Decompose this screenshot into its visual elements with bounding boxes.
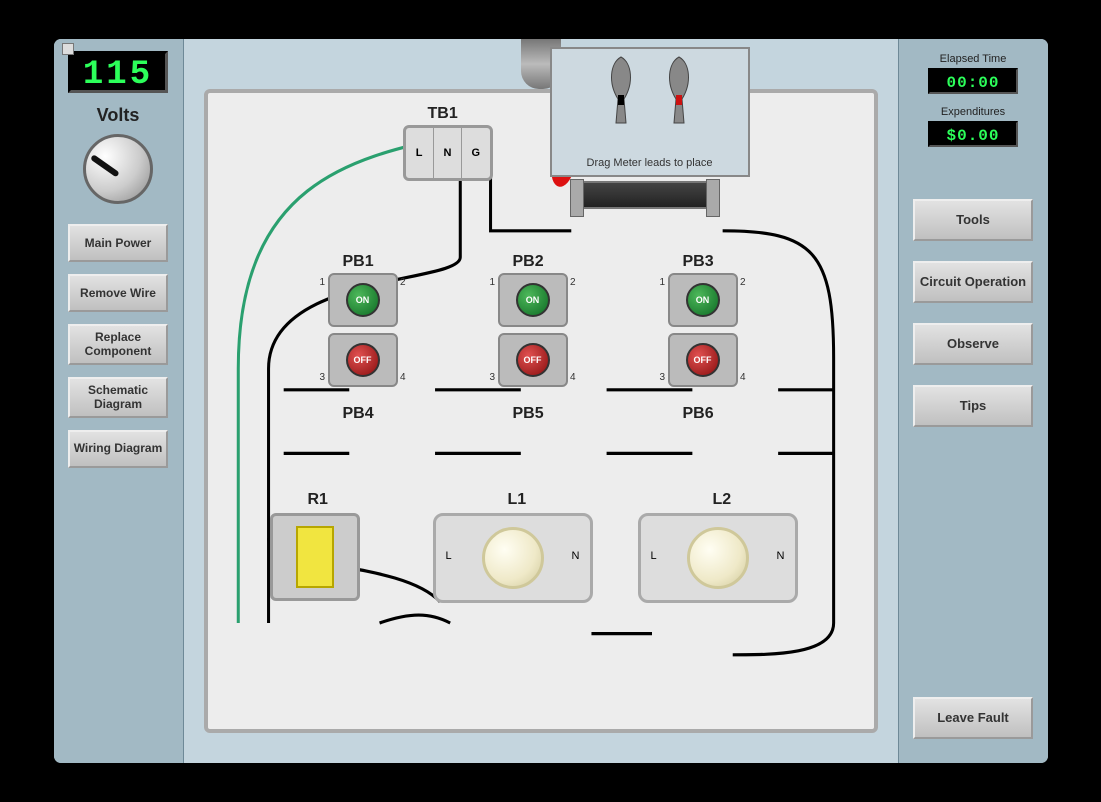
overlay-hint: Drag Meter leads to place bbox=[587, 157, 713, 169]
pb2-body[interactable]: 12 ON bbox=[498, 273, 568, 327]
tb1-terminal-g[interactable]: G bbox=[462, 128, 489, 178]
lamp-l1[interactable]: L N bbox=[433, 513, 593, 603]
red-probe-icon[interactable] bbox=[662, 55, 696, 125]
pb1-body[interactable]: 12 ON bbox=[328, 273, 398, 327]
elapsed-time-label: Elapsed Time bbox=[940, 53, 1007, 65]
observe-button[interactable]: Observe bbox=[913, 323, 1033, 365]
black-probe-icon[interactable] bbox=[604, 55, 638, 125]
leave-fault-button[interactable]: Leave Fault bbox=[913, 697, 1033, 739]
volt-unit-label: Volts bbox=[97, 105, 140, 126]
circuit-panel[interactable]: TB1 L N G FU 1 2 PB1 12 ON 34 OF bbox=[204, 89, 878, 733]
meter-leads-overlay: Drag Meter leads to place bbox=[550, 47, 750, 177]
lamp-l2[interactable]: L N bbox=[638, 513, 798, 603]
l1-terminal-l: L bbox=[446, 550, 452, 562]
pushbutton-pb1-pb4: PB1 12 ON 34 OFF PB4 bbox=[303, 273, 423, 403]
l2-terminal-l: L bbox=[651, 550, 657, 562]
pb6-off-button[interactable]: OFF bbox=[686, 343, 720, 377]
schematic-diagram-button[interactable]: Schematic Diagram bbox=[68, 377, 168, 418]
l2-terminal-n: N bbox=[777, 550, 785, 562]
pushbutton-pb2-pb5: PB2 12 ON 34 OFF PB5 bbox=[473, 273, 593, 403]
lamp-bulb-icon bbox=[482, 527, 544, 589]
circuit-operation-button[interactable]: Circuit Operation bbox=[913, 261, 1033, 303]
pb4-label: PB4 bbox=[343, 405, 374, 423]
replace-component-button[interactable]: Replace Component bbox=[68, 324, 168, 365]
pb5-label: PB5 bbox=[513, 405, 544, 423]
expenditures-display: $0.00 bbox=[928, 121, 1018, 147]
pb3-body[interactable]: 12 ON bbox=[668, 273, 738, 327]
pb5-off-button[interactable]: OFF bbox=[516, 343, 550, 377]
pb6-body[interactable]: 34 OFF bbox=[668, 333, 738, 387]
lamp-bulb-icon bbox=[687, 527, 749, 589]
right-panel: Elapsed Time 00:00 Expenditures $0.00 To… bbox=[898, 39, 1048, 763]
pushbutton-pb3-pb6: PB3 12 ON 34 OFF PB6 bbox=[643, 273, 763, 403]
selector-dial[interactable] bbox=[83, 134, 153, 204]
tb1-terminal-l[interactable]: L bbox=[406, 128, 434, 178]
left-panel: 115 Volts Main Power Remove Wire Replace… bbox=[54, 39, 184, 763]
pb6-label: PB6 bbox=[683, 405, 714, 423]
tb1-terminal-n[interactable]: N bbox=[434, 128, 462, 178]
pb2-label: PB2 bbox=[513, 253, 544, 271]
pb2-on-button[interactable]: ON bbox=[516, 283, 550, 317]
tb1-label: TB1 bbox=[428, 105, 458, 123]
pb3-label: PB3 bbox=[683, 253, 714, 271]
app-frame: 115 Volts Main Power Remove Wire Replace… bbox=[51, 36, 1051, 766]
elapsed-time-display: 00:00 bbox=[928, 68, 1018, 94]
window-control-icon[interactable] bbox=[62, 43, 74, 55]
relay-r1[interactable] bbox=[270, 513, 360, 601]
fuse-fu[interactable] bbox=[570, 181, 720, 209]
wiring-diagram-button[interactable]: Wiring Diagram bbox=[68, 430, 168, 468]
circuit-area: TB1 L N G FU 1 2 PB1 12 ON 34 OF bbox=[184, 39, 898, 763]
expenditures-label: Expenditures bbox=[941, 106, 1005, 118]
main-power-button[interactable]: Main Power bbox=[68, 224, 168, 262]
relay-core-icon bbox=[296, 526, 334, 588]
l1-terminal-n: N bbox=[572, 550, 580, 562]
l2-label: L2 bbox=[713, 491, 732, 509]
pb5-body[interactable]: 34 OFF bbox=[498, 333, 568, 387]
pb4-off-button[interactable]: OFF bbox=[346, 343, 380, 377]
pb3-on-button[interactable]: ON bbox=[686, 283, 720, 317]
l1-label: L1 bbox=[508, 491, 527, 509]
terminal-block-tb1[interactable]: L N G bbox=[403, 125, 493, 181]
pb1-label: PB1 bbox=[343, 253, 374, 271]
remove-wire-button[interactable]: Remove Wire bbox=[68, 274, 168, 312]
volt-display: 115 bbox=[68, 51, 168, 93]
tips-button[interactable]: Tips bbox=[913, 385, 1033, 427]
pb4-body[interactable]: 34 OFF bbox=[328, 333, 398, 387]
tools-button[interactable]: Tools bbox=[913, 199, 1033, 241]
r1-label: R1 bbox=[308, 491, 328, 509]
pb1-on-button[interactable]: ON bbox=[346, 283, 380, 317]
